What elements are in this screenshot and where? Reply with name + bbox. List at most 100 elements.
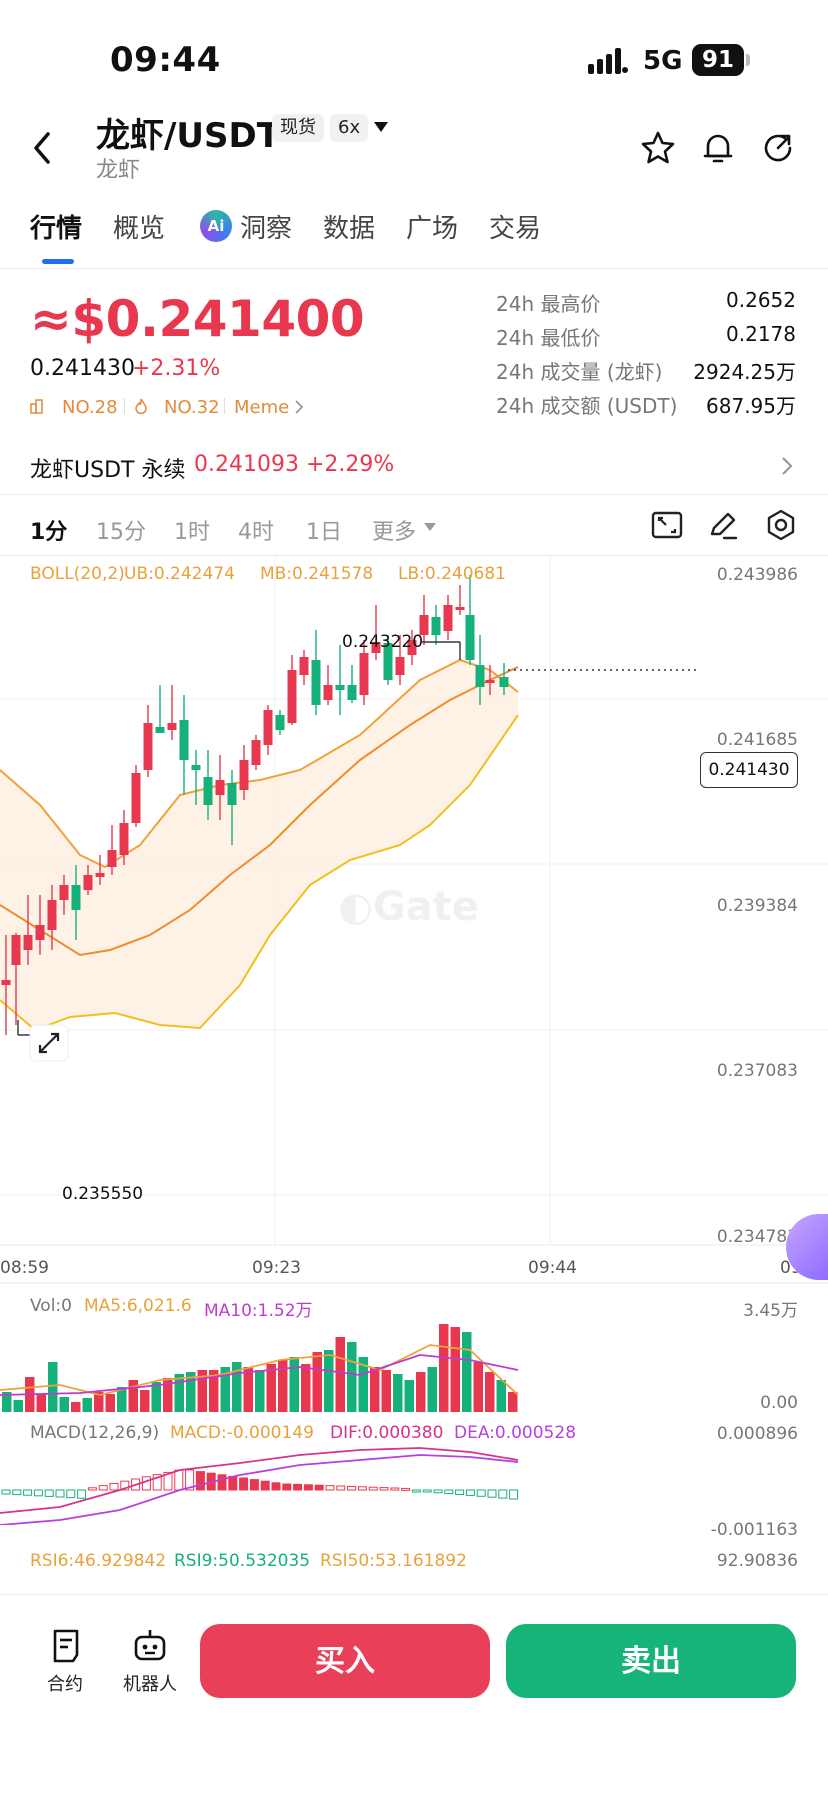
volume-bar — [243, 1367, 253, 1412]
rsi9: RSI9:50.532035 — [174, 1551, 311, 1571]
macd-bar — [379, 1487, 389, 1491]
macd-bar — [476, 1489, 486, 1497]
candle-body — [227, 783, 237, 805]
tab-overview[interactable]: 概览 — [113, 214, 166, 244]
interval-4h[interactable]: 4时 — [238, 520, 274, 545]
robot-label[interactable]: 机器人 — [123, 1674, 177, 1695]
rsi6: RSI6:46.929842 — [30, 1551, 167, 1571]
candle-body — [35, 925, 45, 940]
pair-title[interactable]: 龙虾/USDT — [96, 116, 280, 156]
volume-bar — [450, 1327, 460, 1412]
macd-dif-line — [0, 1447, 519, 1514]
boll-ub: UB:0.242474 — [124, 564, 235, 584]
macd-bar — [325, 1485, 335, 1491]
low-price-label: 0.235550 — [62, 1184, 144, 1204]
category-tag[interactable]: Meme — [234, 397, 290, 418]
tab-data[interactable]: 数据 — [323, 214, 376, 244]
macd-bar — [249, 1479, 259, 1491]
bell-icon[interactable] — [700, 130, 736, 166]
fullscreen-icon[interactable] — [650, 508, 684, 542]
candle-body — [347, 685, 357, 700]
macd-bar — [12, 1489, 22, 1496]
x-tick: 08:59 — [0, 1258, 49, 1278]
share-icon[interactable] — [760, 130, 796, 166]
boll-mb: MB:0.241578 — [260, 564, 374, 584]
macd-bar — [66, 1489, 76, 1499]
macd-bar — [455, 1489, 465, 1495]
tab-insight[interactable]: 洞察 — [240, 214, 293, 244]
perp-change: +2.29% — [305, 452, 395, 477]
separator — [124, 398, 125, 414]
volume-bar — [462, 1332, 472, 1412]
candle-body — [465, 615, 475, 660]
contract-icon[interactable] — [48, 1628, 84, 1664]
macd-bar — [271, 1482, 281, 1491]
candle-body — [359, 653, 369, 695]
star-icon[interactable] — [640, 130, 676, 166]
tab-market[interactable]: 行情 — [30, 214, 83, 244]
volume-bar — [255, 1370, 265, 1412]
volume-bar — [105, 1394, 115, 1412]
interval-1h[interactable]: 1时 — [174, 520, 210, 545]
volume-bar — [186, 1372, 196, 1412]
robot-icon[interactable] — [132, 1628, 168, 1664]
macd-bar — [195, 1471, 205, 1491]
macd-bar — [411, 1489, 421, 1493]
volume-bar — [220, 1367, 230, 1412]
tab-square[interactable]: 广场 — [406, 214, 459, 244]
volume-bar — [289, 1357, 299, 1412]
signal-icon — [588, 48, 628, 74]
back-icon[interactable] — [28, 128, 58, 168]
volume-bar — [312, 1352, 322, 1412]
hot-rank-badge[interactable]: NO.32 — [164, 397, 220, 418]
volume-bar — [140, 1390, 150, 1412]
pair-dropdown-icon[interactable] — [374, 122, 388, 132]
ai-icon: Ai — [200, 210, 232, 242]
candle-body — [239, 760, 249, 790]
gate-watermark: ◐Gate — [338, 884, 479, 930]
macd-bar — [260, 1480, 270, 1491]
interval-1d[interactable]: 1日 — [306, 520, 342, 545]
candle-body — [191, 765, 201, 770]
tab-trade[interactable]: 交易 — [489, 214, 542, 244]
interval-1m[interactable]: 1分 — [30, 520, 68, 545]
candle-body — [431, 617, 441, 635]
current-price-tag[interactable]: 0.241430 — [700, 752, 798, 788]
candle-body — [143, 723, 153, 770]
interval-15m[interactable]: 15分 — [96, 520, 146, 545]
macd-bar — [444, 1489, 454, 1495]
volume-bar — [358, 1357, 368, 1412]
macd-bar — [174, 1469, 184, 1491]
volume-bar — [347, 1342, 357, 1412]
draw-icon[interactable] — [706, 508, 740, 542]
sell-button[interactable]: 卖出 — [506, 1624, 796, 1698]
macd-bar — [33, 1489, 43, 1497]
kline-chart[interactable]: ◐Gate — [0, 555, 828, 1525]
macd-bar — [98, 1485, 108, 1491]
perp-price-value: 0.241093 — [194, 452, 299, 477]
y-tick: 0.234783 — [716, 1227, 798, 1247]
perp-link-label[interactable]: 龙虾USDT 永续 — [30, 458, 186, 483]
volume-bar — [13, 1400, 23, 1412]
macd-bar — [141, 1476, 151, 1491]
contract-label[interactable]: 合约 — [47, 1674, 83, 1695]
y-tick: 0.239384 — [716, 896, 798, 916]
macd-bar — [185, 1469, 195, 1491]
volume-bar — [197, 1370, 207, 1412]
rank-badge[interactable]: NO.28 — [62, 397, 118, 418]
interval-more[interactable]: 更多 — [372, 520, 417, 545]
battery-tip — [746, 54, 750, 66]
macd-bar — [390, 1487, 400, 1491]
more-dropdown-icon[interactable] — [424, 523, 436, 531]
volume-bar — [36, 1394, 46, 1412]
buy-button[interactable]: 买入 — [200, 1624, 490, 1698]
macd-bar — [1, 1489, 11, 1495]
perp-price[interactable]: 0.241093 +2.29% — [194, 452, 394, 477]
chevron-right-icon[interactable] — [780, 456, 794, 476]
settings-icon[interactable] — [764, 508, 798, 542]
approx-price: ≈$0.241400 — [30, 290, 365, 348]
candle-body — [407, 640, 417, 655]
candle-body — [155, 727, 165, 733]
expand-icon[interactable] — [29, 1024, 69, 1062]
vol-label: Vol:0 — [30, 1296, 72, 1316]
